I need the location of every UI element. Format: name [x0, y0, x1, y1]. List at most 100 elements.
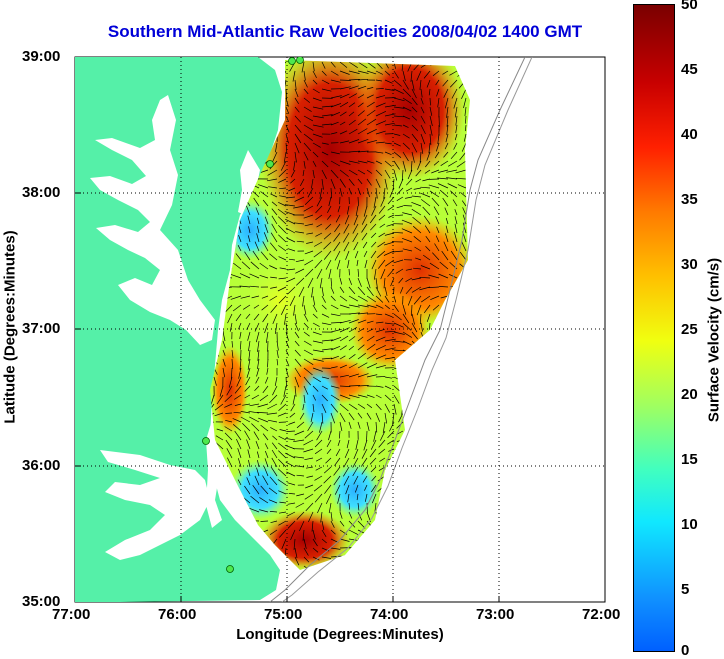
- velocity-vector: [316, 196, 323, 207]
- velocity-vector: [256, 367, 260, 377]
- velocity-vector: [222, 349, 226, 356]
- velocity-vector: [393, 79, 402, 87]
- velocity-vector: [379, 457, 386, 462]
- velocity-vector: [361, 214, 368, 225]
- x-tick-label: 73:00: [476, 606, 515, 623]
- velocity-vector: [271, 449, 278, 459]
- velocity-vector: [393, 313, 402, 321]
- velocity-vector: [312, 124, 324, 128]
- velocity-vector: [355, 439, 359, 450]
- velocity-vector: [444, 142, 449, 150]
- velocity-vector: [262, 433, 269, 441]
- velocity-vector: [425, 245, 431, 252]
- velocity-vector: [312, 385, 319, 392]
- velocity-vector: [237, 245, 242, 252]
- velocity-vector: [357, 520, 366, 529]
- velocity-vector: [384, 122, 395, 126]
- velocity-vector: [438, 273, 449, 279]
- velocity-vector: [402, 331, 413, 338]
- velocity-vector: [278, 450, 287, 459]
- velocity-vector: [294, 124, 302, 133]
- velocity-vector: [428, 184, 440, 189]
- velocity-vector: [415, 169, 422, 177]
- velocity-vector: [293, 205, 305, 209]
- velocity-vector: [339, 345, 347, 351]
- velocity-vector: [296, 511, 305, 520]
- velocity-vector: [277, 208, 287, 216]
- velocity-vector: [435, 216, 440, 225]
- velocity-vector: [396, 187, 404, 195]
- velocity-vector: [325, 457, 332, 464]
- velocity-vector: [438, 169, 449, 173]
- velocity-vector: [252, 484, 260, 495]
- velocity-vector: [383, 187, 386, 199]
- velocity-vector: [443, 151, 449, 158]
- velocity-vector: [312, 358, 324, 362]
- velocity-vector: [387, 439, 395, 445]
- velocity-vector: [444, 207, 449, 216]
- velocity-vector: [296, 474, 305, 477]
- velocity-vector: [285, 227, 296, 234]
- velocity-vector: [345, 250, 350, 260]
- velocity-vector: [419, 79, 422, 90]
- velocity-vector: [270, 466, 278, 477]
- velocity-vector: [355, 205, 359, 217]
- velocity-vector: [305, 502, 314, 512]
- velocity-vector: [348, 502, 351, 510]
- x-tick-label: 75:00: [264, 606, 303, 623]
- velocity-vector: [375, 151, 384, 154]
- velocity-vector: [420, 133, 426, 145]
- velocity-vector: [454, 133, 458, 141]
- velocity-vector: [375, 130, 386, 135]
- velocity-vector: [330, 160, 341, 167]
- velocity-vector: [303, 394, 306, 404]
- velocity-vector: [284, 211, 296, 216]
- velocity-vector: [276, 340, 279, 351]
- velocity-vector: [314, 259, 323, 269]
- velocity-vector: [284, 313, 287, 325]
- velocity-vector: [443, 241, 449, 252]
- velocity-vector: [375, 79, 383, 82]
- velocity-vector: [366, 109, 376, 117]
- velocity-vector: [280, 160, 287, 171]
- velocity-vector: [357, 94, 365, 99]
- velocity-vector: [364, 484, 368, 491]
- velocity-vector: [312, 403, 315, 412]
- velocity-vector: [379, 430, 386, 441]
- velocity-vector: [294, 547, 298, 559]
- velocity-vector: [271, 208, 278, 216]
- velocity-vector: [249, 416, 260, 423]
- velocity-vector: [375, 120, 387, 126]
- velocity-vector: [375, 421, 378, 433]
- velocity-vector: [454, 209, 458, 216]
- velocity-vector: [460, 192, 467, 198]
- velocity-vector: [233, 411, 242, 414]
- velocity-vector: [312, 376, 321, 383]
- velocity-vector: [454, 216, 458, 225]
- velocity-vector: [298, 286, 305, 297]
- velocity-vector: [428, 88, 431, 96]
- velocity-vector: [330, 538, 339, 543]
- velocity-vector: [425, 160, 431, 168]
- velocity-vector: [378, 466, 386, 471]
- velocity-vector: [357, 385, 369, 387]
- velocity-vector: [330, 366, 338, 369]
- velocity-vector: [337, 205, 341, 213]
- velocity-vector: [402, 115, 411, 120]
- velocity-vector: [316, 223, 323, 228]
- velocity-vector: [348, 304, 360, 308]
- velocity-vector: [321, 556, 332, 559]
- velocity-vector: [442, 70, 449, 75]
- velocity-vector: [299, 520, 305, 532]
- velocity-vector: [330, 511, 333, 522]
- colorbar-tick-label: 5: [681, 581, 690, 598]
- velocity-vector: [357, 319, 367, 324]
- x-tick-label: 76:00: [158, 606, 197, 623]
- velocity-vector: [312, 295, 316, 306]
- velocity-vector: [399, 286, 404, 294]
- velocity-vector: [303, 133, 313, 141]
- velocity-vector: [304, 250, 314, 255]
- velocity-vector: [330, 79, 341, 83]
- velocity-vector: [261, 304, 269, 311]
- velocity-vector: [357, 421, 361, 429]
